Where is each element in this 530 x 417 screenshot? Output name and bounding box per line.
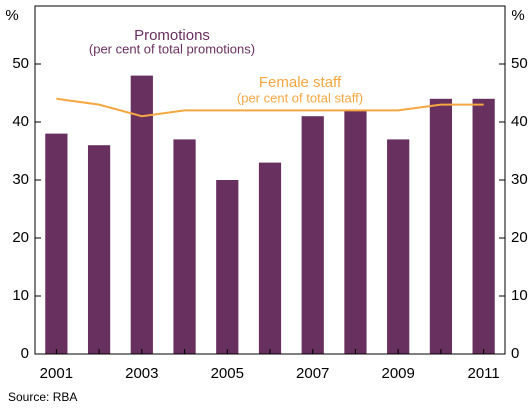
y-tick-label: 0 <box>21 345 29 362</box>
y2-tick-label: 10 <box>511 287 528 304</box>
x-tick-label: 2001 <box>40 365 73 382</box>
x-tick-label: 2007 <box>296 365 329 382</box>
y2-tick-label: 40 <box>511 113 528 130</box>
y-tick-label: 50 <box>12 55 29 72</box>
bar <box>387 139 410 354</box>
series-label: Promotions <box>134 27 210 44</box>
y-unit: % <box>5 7 18 24</box>
bar <box>258 162 282 354</box>
x-tick-label: 2009 <box>381 365 414 382</box>
bar <box>344 110 367 355</box>
y2-tick-label: 50 <box>511 55 528 72</box>
y-tick-label: 40 <box>12 113 29 130</box>
bar <box>130 75 153 354</box>
bar <box>429 98 453 354</box>
bar <box>45 133 68 354</box>
y-tick-label: 10 <box>12 287 29 304</box>
y2-tick-label: 20 <box>511 229 528 246</box>
y2-tick-label: 0 <box>511 345 519 362</box>
bar <box>87 145 111 354</box>
bar <box>301 116 324 354</box>
line <box>56 97 484 118</box>
bar <box>472 98 495 354</box>
source: Source: RBA <box>8 390 77 404</box>
y-tick-label: 30 <box>12 171 29 188</box>
series-label: Female staff <box>259 74 342 91</box>
bar <box>173 139 196 354</box>
y2-unit: % <box>511 7 524 24</box>
bar <box>216 180 239 354</box>
series-note: (per cent of total staff) <box>237 90 363 105</box>
y-tick-label: 20 <box>12 229 29 246</box>
x-tick-label: 2005 <box>211 365 244 382</box>
y2-tick-label: 30 <box>511 171 528 188</box>
series-note: (per cent of total promotions) <box>89 41 255 56</box>
x-tick-label: 2003 <box>125 365 158 382</box>
x-tick-label: 2011 <box>468 365 500 382</box>
